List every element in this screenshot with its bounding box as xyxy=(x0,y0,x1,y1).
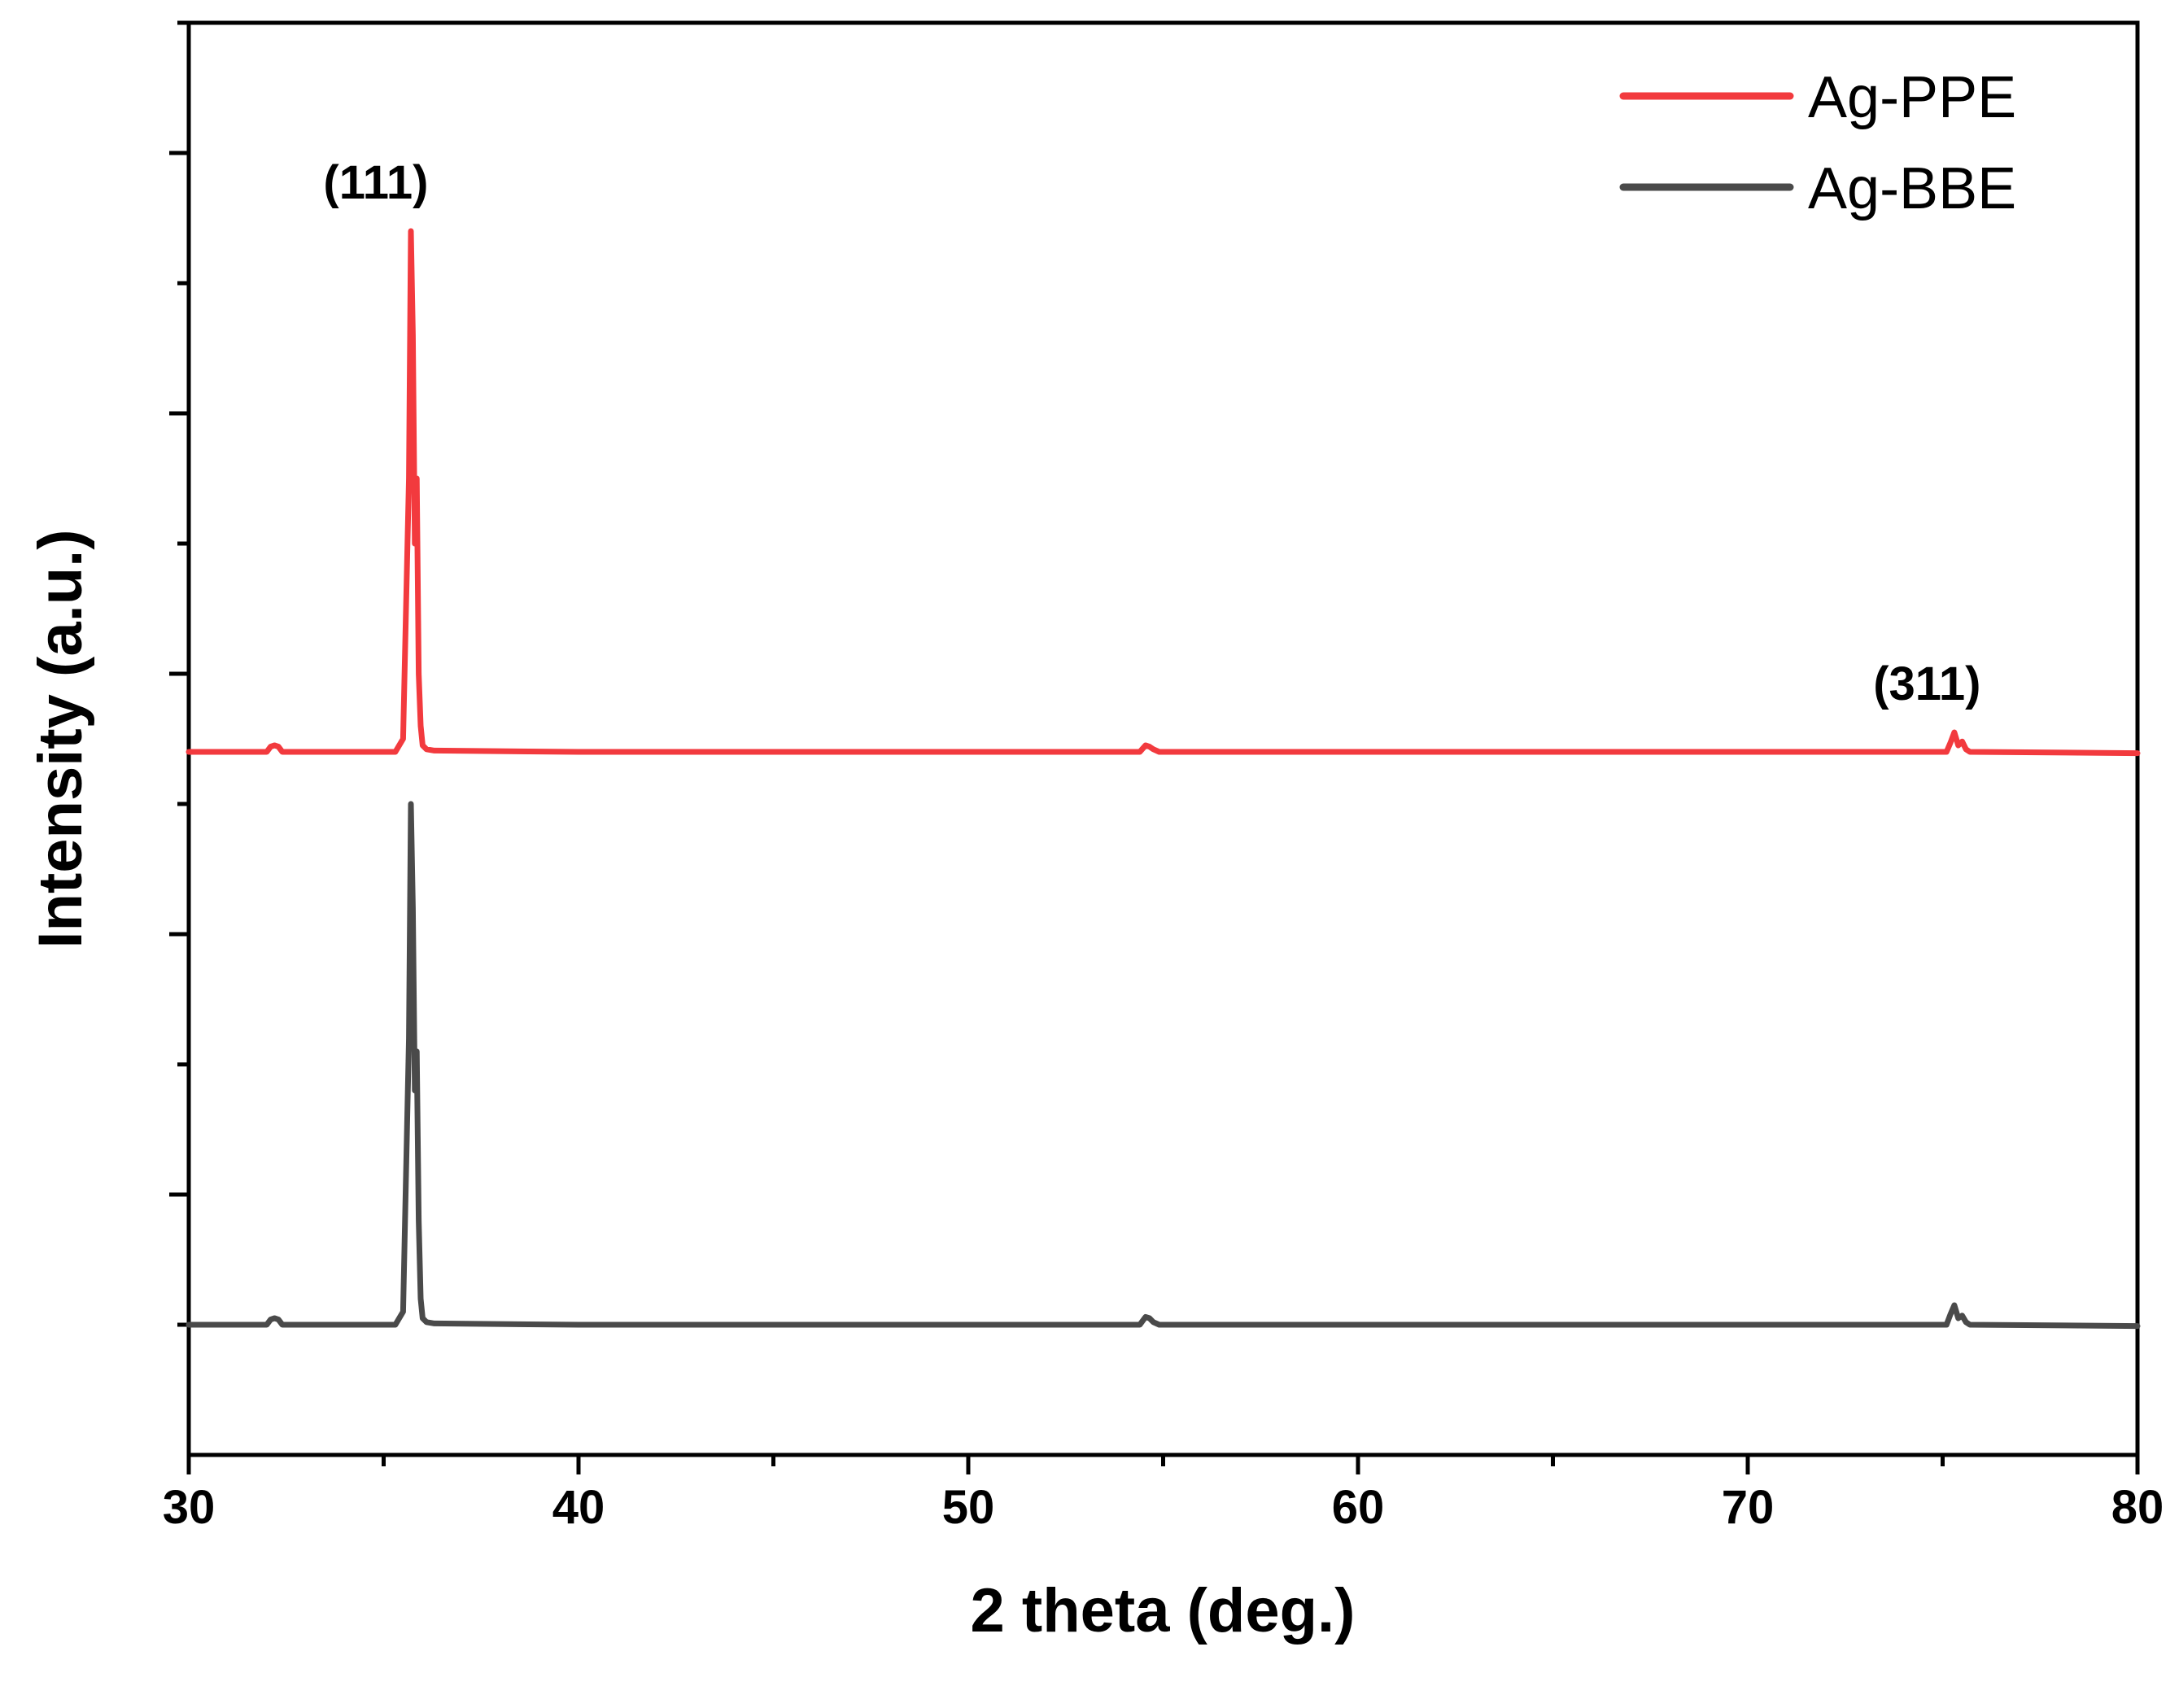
peak-label: (311) xyxy=(1873,657,1980,710)
x-tick-label: 60 xyxy=(1332,1481,1385,1534)
y-axis-ticks xyxy=(169,20,189,1327)
peak-label: (111) xyxy=(323,156,428,209)
series-line-ag-bbe xyxy=(186,801,2141,1330)
x-tick-label: 50 xyxy=(942,1481,995,1534)
legend-label-ag-bbe: Ag-BBE xyxy=(1808,156,2016,221)
annotation-layer: (111) (311) xyxy=(323,156,1980,710)
x-axis-ticks: 30 40 50 60 70 80 xyxy=(163,1455,2164,1534)
series-line-ag-ppe xyxy=(186,228,2141,757)
plot-frame xyxy=(186,20,2140,1457)
x-tick-label: 40 xyxy=(552,1481,605,1534)
y-axis-title: Intensity (a.u.) xyxy=(26,529,95,948)
legend-label-ag-ppe: Ag-PPE xyxy=(1808,65,2016,130)
legend: Ag-PPE Ag-BBE xyxy=(1619,65,2016,221)
series-layer xyxy=(186,228,2141,1330)
x-tick-label: 80 xyxy=(2111,1481,2164,1534)
x-tick-label: 70 xyxy=(1722,1481,1775,1534)
x-axis-title: 2 theta (deg.) xyxy=(971,1576,1356,1645)
x-tick-label: 30 xyxy=(163,1481,216,1534)
